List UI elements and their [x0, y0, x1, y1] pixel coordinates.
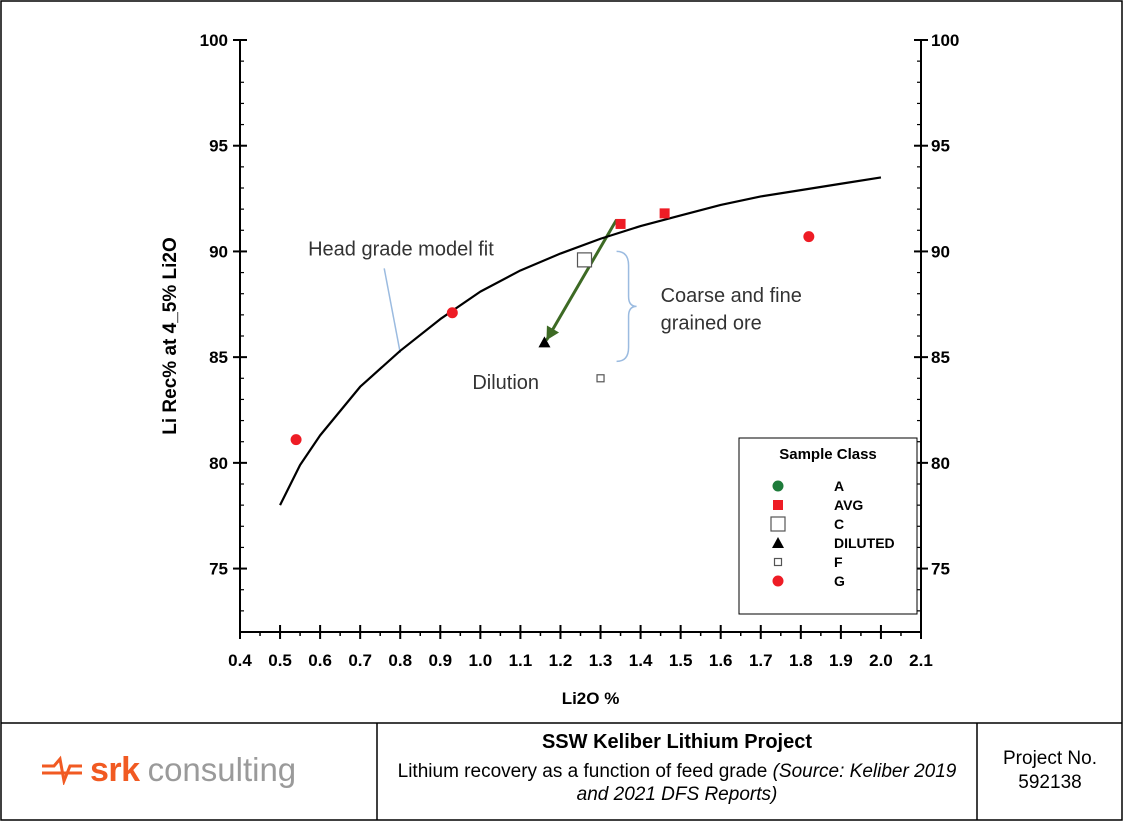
figure-title-cell: SSW Keliber Lithium Project Lithium reco… [377, 723, 977, 821]
legend-box [738, 437, 918, 615]
x-tick-label: 2.1 [909, 651, 933, 670]
project-title: SSW Keliber Lithium Project [541, 731, 813, 753]
project-number: 592138 [1018, 772, 1082, 793]
fit-curve-layer [279, 176, 882, 506]
point-g [446, 307, 458, 319]
x-tick-label: 1.6 [709, 651, 733, 670]
x-tick-label: 1.8 [789, 651, 813, 670]
legend-label-a: A [834, 478, 844, 494]
legend-label-diluted: DILUTED [834, 535, 895, 551]
legend-label-avg: AVG [834, 497, 863, 513]
dilution-label: Dilution [472, 372, 539, 394]
y-axis-label: Li Rec% at 4_5% Li2O [160, 237, 181, 434]
x-tick-label: 1.4 [629, 651, 653, 670]
point-f [596, 374, 605, 383]
fit-leader-line [383, 268, 401, 354]
legend-marker-diluted [772, 537, 784, 548]
x-tick-label: 1.3 [589, 651, 613, 670]
recovery-chart: 0.4 0.5 0.6 0.7 0.8 0.9 1.0 1.1 1.2 1.3 1.4 1.5 1.6 1… [160, 31, 959, 708]
legend-label-c: C [834, 516, 844, 532]
point-avg [659, 208, 670, 219]
x-tick-label: 0.8 [388, 651, 412, 670]
dilution-arrow-head [546, 325, 560, 341]
legend-label-f: F [834, 554, 843, 570]
caption-source: (Source: Keliber 2019 and 2021 DFS Repor… [576, 761, 957, 805]
y-tick-label-right: 75 [931, 560, 950, 579]
legend-marker-f [773, 557, 783, 567]
points-layer [290, 208, 815, 446]
x-tick-label: 1.0 [469, 651, 493, 670]
x-tick-label: 1.9 [829, 651, 853, 670]
y-tick-label-right: 90 [931, 242, 950, 261]
x-tick-label: 0.4 [228, 651, 252, 670]
y-tick-label-right: 85 [931, 348, 950, 367]
x-tick-label: 0.9 [428, 651, 452, 670]
y-tick-label-right: 100 [931, 31, 959, 50]
legend-label-g: G [834, 573, 845, 589]
point-g [290, 434, 302, 446]
legend-layer: Sample Class A AVG C DILUTED FG [738, 437, 918, 615]
caption-text: Lithium recovery as a function of feed g… [397, 761, 768, 782]
project-number-cell: Project No. 592138 [977, 723, 1123, 821]
y-tick-label-left: 85 [209, 348, 228, 367]
y-tick-label-left: 75 [209, 560, 228, 579]
y-tick-label-right: 95 [931, 137, 950, 156]
point-diluted [538, 336, 551, 348]
dilution-arrow-shaft [545, 218, 618, 341]
srk-logo-icon [42, 755, 82, 785]
x-axis-label: Li2O % [562, 689, 620, 708]
y-tick-label-left: 95 [209, 137, 228, 156]
legend-marker-avg [773, 500, 783, 510]
point-avg [615, 218, 626, 229]
head-grade-fit-curve [279, 176, 882, 506]
fit-label: Head grade model fit [308, 239, 494, 261]
legend-marker-g [772, 575, 784, 587]
axes-layer: 0.4 0.5 0.6 0.7 0.8 0.9 1.0 1.1 1.2 1.3 1.4 1.5 1.6 1… [160, 31, 959, 708]
point-c [576, 252, 593, 268]
ore-label-line1: Coarse and fine [661, 285, 802, 307]
legend-marker-a [772, 480, 784, 492]
logo-brand-text: srk [90, 750, 140, 789]
srk-logo: srk consulting [40, 748, 340, 792]
logo-word-text: consulting [147, 751, 297, 788]
y-tick-label-left: 100 [200, 31, 228, 50]
project-label: Project No. [1003, 748, 1097, 769]
x-tick-label: 1.5 [669, 651, 693, 670]
y-tick-label-left: 90 [209, 242, 228, 261]
point-g [803, 231, 815, 243]
x-tick-label: 1.7 [749, 651, 773, 670]
x-tick-label: 1.2 [549, 651, 573, 670]
legend-title: Sample Class [779, 446, 877, 463]
x-tick-label: 0.6 [308, 651, 332, 670]
x-tick-label: 2.0 [869, 651, 893, 670]
y-tick-label-left: 80 [209, 454, 228, 473]
x-tick-label: 0.7 [348, 651, 372, 670]
legend-marker-c [770, 516, 786, 532]
figure-caption: Lithium recovery as a function of feed g… [377, 760, 977, 806]
ore-bracket [616, 250, 637, 363]
x-tick-label: 1.1 [509, 651, 533, 670]
y-tick-label-right: 80 [931, 454, 950, 473]
ore-label-line2: grained ore [661, 313, 762, 335]
annotation-layer: Head grade model fit Dilution Coarse and f… [308, 218, 802, 394]
x-tick-label: 0.5 [268, 651, 292, 670]
